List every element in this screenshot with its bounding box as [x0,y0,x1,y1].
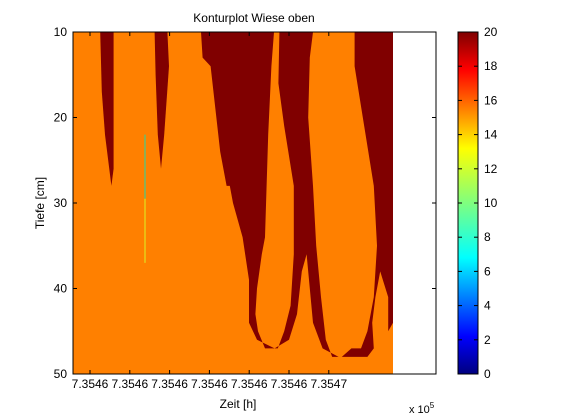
y-tick-label: 50 [54,367,68,381]
y-tick-label: 40 [54,282,68,296]
x-exponent-base: x 10 [409,404,430,416]
high-value-region-1 [100,32,114,186]
y-tick-label: 30 [54,196,68,210]
colorbar-tick-label: 0 [484,367,491,381]
colorbar-tick-label: 8 [484,230,491,244]
colorbar-tick-label: 14 [484,128,498,142]
colorbar-tick-label: 16 [484,93,498,107]
x-tick-label: 7.3547 [310,377,347,391]
x-tick-label: 7.3546 [271,377,308,391]
colorbar-tick-label: 4 [484,299,491,313]
colorbar-ticks: 0 2 4 6 8 10 12 14 16 18 20 [458,25,498,381]
y-axis-label: Tiefe [cm] [33,177,47,229]
x-axis-ticks: 7.3546 7.3546 7.3546 7.3546 7.3546 7.3546 7.35… [72,32,347,391]
y-axis-ticks: 10 20 30 40 50 [54,25,436,381]
colorbar-tick-label: 10 [484,196,498,210]
plot-area [73,32,393,374]
x-axis-label: Zeit [h] [220,397,257,411]
colorbar-tick-label: 20 [484,25,498,39]
y-tick-label: 10 [54,25,68,39]
colorbar-tick-label: 6 [484,264,491,278]
x-tick-label: 7.3546 [111,377,148,391]
x-tick-label: 7.3546 [191,377,228,391]
y-tick-label: 20 [54,111,68,125]
x-tick-label: 7.3546 [151,377,188,391]
high-value-region-3 [201,32,393,357]
x-tick-label: 7.3546 [231,377,268,391]
x-exponent-power: 5 [430,401,435,410]
colorbar-tick-label: 12 [484,162,498,176]
chart-title: Konturplot Wiese oben [193,11,314,25]
colorbar-tick-label: 2 [484,333,491,347]
x-tick-label: 7.3546 [72,377,109,391]
high-value-region-2 [154,32,169,169]
colorbar-tick-label: 18 [484,59,498,73]
x-exponent-label: x 105 [409,401,435,416]
